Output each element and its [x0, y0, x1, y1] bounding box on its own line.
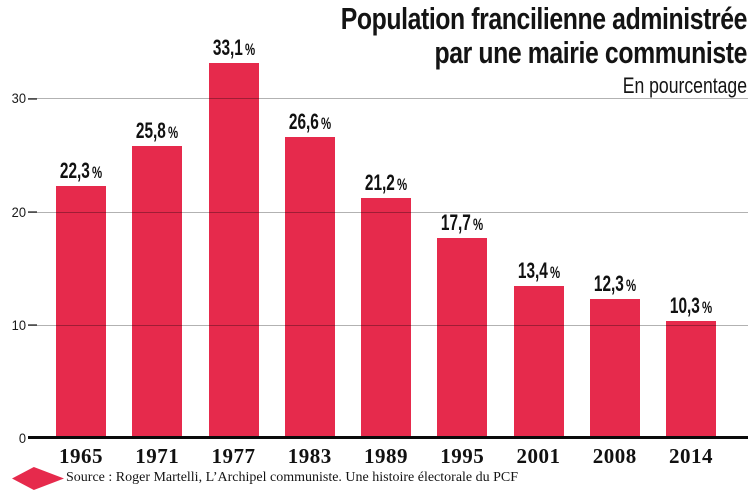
bar-value-number: 12,3: [593, 270, 624, 296]
x-tick-label: 1965: [59, 444, 103, 468]
chart-subtitle: En pourcentage: [251, 74, 747, 98]
bar: [284, 136, 335, 438]
gridline: [28, 324, 748, 326]
x-tick-label: 2001: [516, 444, 561, 468]
bar-value-label: 10,3%: [649, 293, 733, 321]
y-tick-mark: [28, 324, 37, 327]
bar: [437, 237, 488, 438]
chart-header: Population francilienne administrée par …: [127, 2, 747, 98]
bar-value-label: 25,8%: [115, 118, 199, 146]
x-tick-label: 2008: [592, 444, 637, 468]
percent-sign: %: [168, 123, 179, 142]
chart-title-line1: Population francilienne administrée: [340, 1, 748, 36]
y-tick-label: 0: [18, 430, 26, 446]
bar-value-label: 33,1%: [192, 35, 276, 63]
source-row: Source : Roger Martelli, L’Archipel comm…: [0, 466, 750, 500]
bar-value-label: 12,3%: [573, 271, 657, 299]
bar-value-number: 22,3: [59, 157, 90, 183]
percent-sign: %: [91, 163, 103, 182]
bar-value-number: 13,4: [517, 258, 548, 284]
x-tick-label: 1971: [135, 444, 180, 468]
bar: [666, 321, 716, 438]
y-tick-label: 20: [11, 203, 26, 220]
source-text: Source : Roger Martelli, L’Archipel comm…: [66, 470, 519, 485]
gridline: [28, 98, 748, 100]
y-tick-label: 30: [11, 90, 26, 107]
percent-sign: %: [320, 114, 331, 133]
x-tick-label: 1977: [211, 444, 256, 468]
bar-value-number: 25,8: [136, 117, 167, 143]
percent-sign: %: [549, 264, 560, 283]
percent-sign: %: [625, 276, 636, 295]
bar: [513, 286, 564, 438]
bar: [132, 145, 183, 438]
x-tick-label: 2014: [669, 444, 713, 468]
percent-sign: %: [396, 176, 408, 195]
chart-title-line2: par une mairie communiste: [434, 35, 748, 70]
bar-value-number: 10,3: [669, 293, 700, 319]
diamond-icon: [12, 467, 64, 490]
bar-value-label: 26,6%: [268, 109, 352, 137]
x-axis-line: [28, 436, 748, 439]
bar-value-number: 21,2: [364, 170, 395, 196]
x-tick-label: 1989: [364, 444, 408, 468]
x-tick-label: 1983: [287, 444, 332, 468]
percent-sign: %: [701, 299, 713, 318]
percent-sign: %: [244, 41, 255, 60]
bar-value-label: 21,2%: [344, 170, 428, 198]
x-tick-label: 1995: [440, 444, 485, 468]
bar-value-label: 13,4%: [497, 258, 581, 286]
bar-value-number: 33,1: [212, 35, 243, 61]
bar: [208, 63, 259, 438]
chart-title: Population francilienne administrée par …: [251, 1, 748, 70]
y-tick-mark: [28, 97, 37, 100]
bar-value-label: 22,3%: [39, 158, 123, 186]
bar: [361, 198, 411, 438]
y-tick-mark: [28, 211, 37, 214]
y-tick-label: 10: [11, 316, 26, 333]
bar-value-label: 17,7%: [420, 210, 504, 238]
percent-sign: %: [473, 215, 484, 234]
bar: [589, 298, 640, 438]
bar-value-number: 26,6: [288, 108, 319, 134]
bar: [56, 185, 106, 438]
bar-value-number: 17,7: [441, 209, 472, 235]
gridline: [28, 211, 748, 213]
